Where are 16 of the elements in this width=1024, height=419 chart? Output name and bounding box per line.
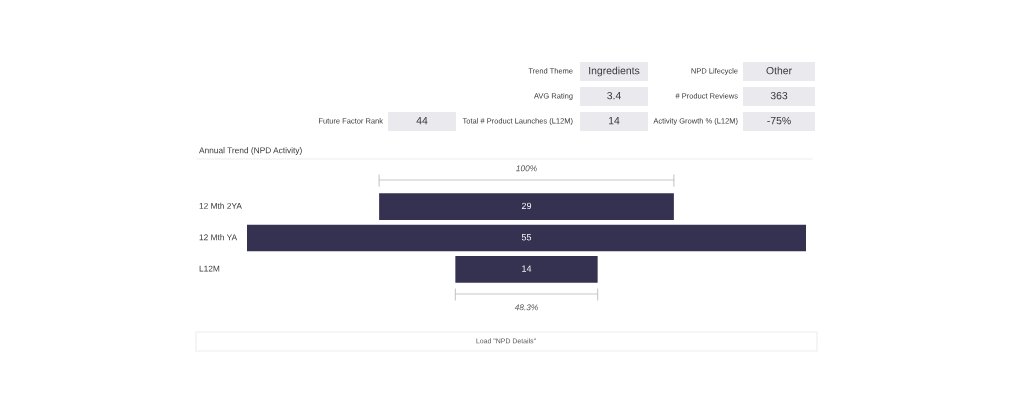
text: Other [766, 66, 792, 75]
data-label: 29 [521, 202, 532, 210]
text: 48.3% [514, 304, 538, 311]
text: 14 [609, 117, 620, 125]
text: Ingredients [589, 66, 640, 77]
text: 100% [516, 165, 537, 172]
text: 3.4 [607, 91, 621, 100]
text: 44 [416, 117, 428, 125]
category-label: L12M [199, 265, 220, 272]
data-label: 55 [521, 234, 532, 241]
category-label: 12 Mth 2YA [199, 202, 242, 209]
data-label: 14 [522, 265, 532, 272]
text: 363 [770, 91, 788, 100]
category-label: 12 Mth YA [199, 234, 238, 241]
text: Annual Trend (NPD Activity) [199, 147, 302, 155]
text: -75% [767, 116, 791, 125]
